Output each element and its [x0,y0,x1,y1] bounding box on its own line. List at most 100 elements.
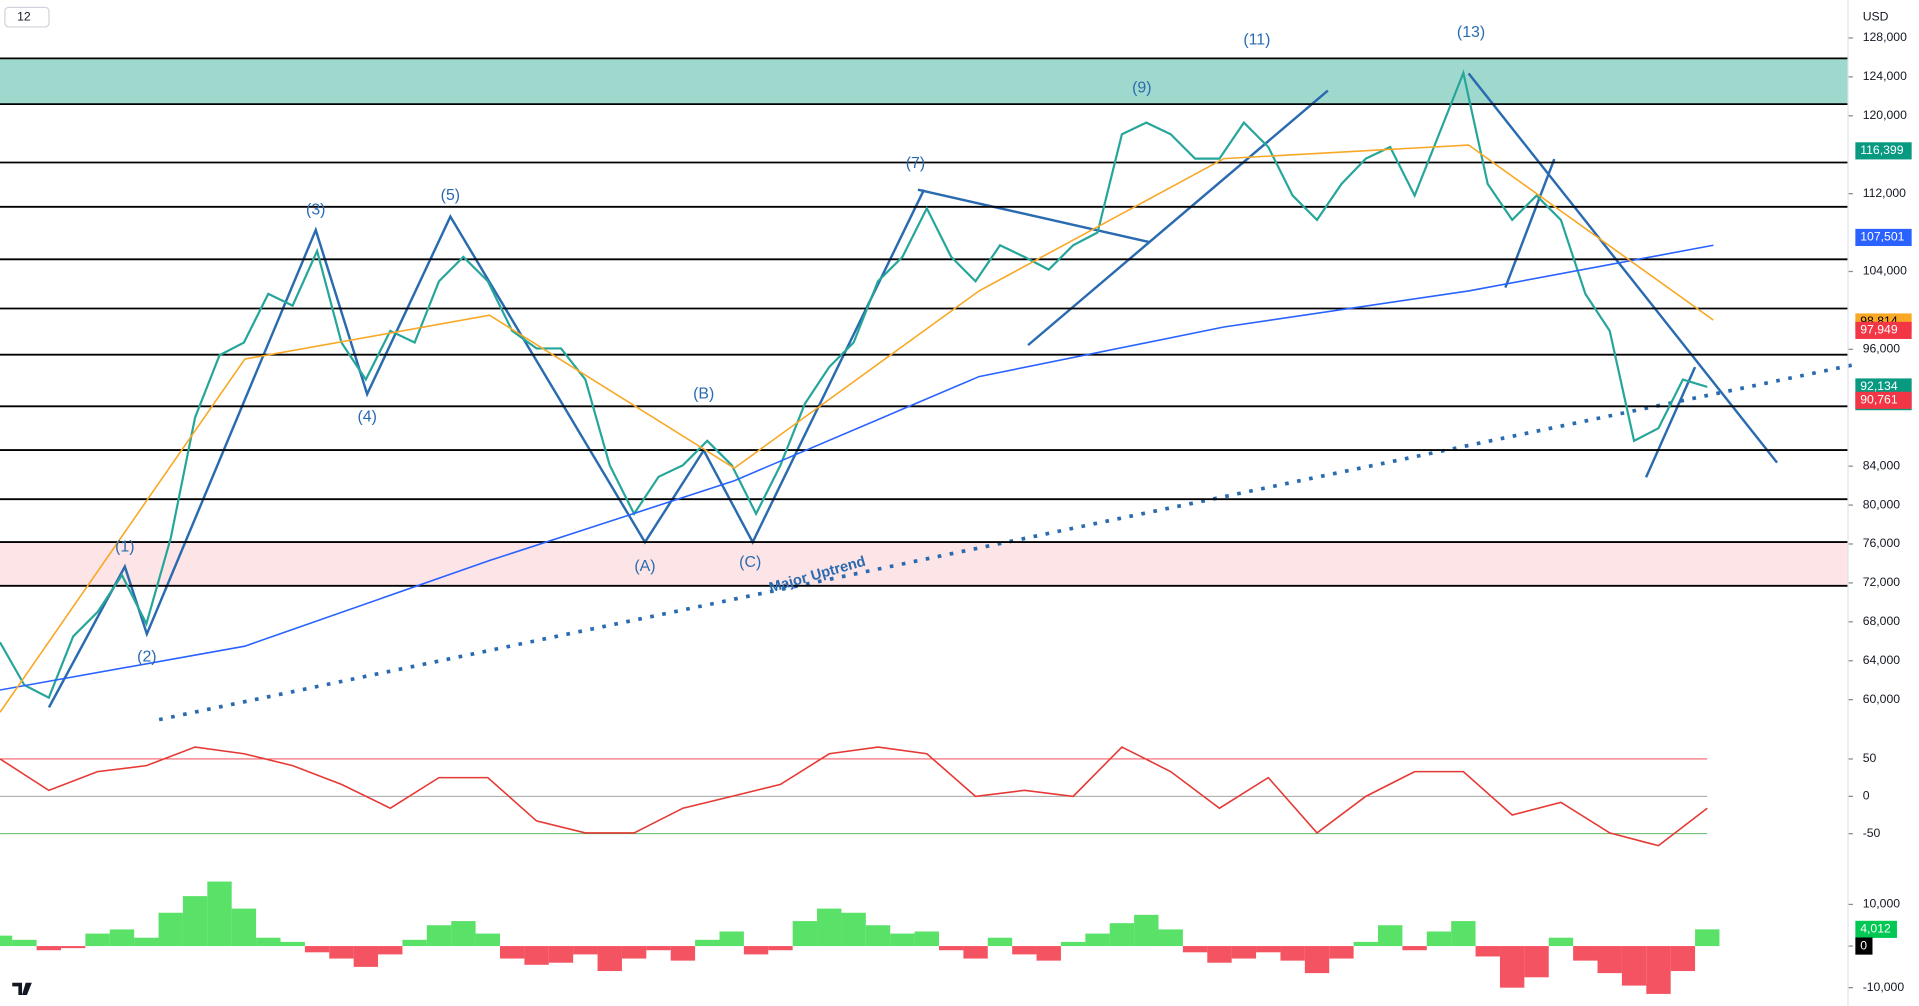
histogram-bar [499,946,525,959]
histogram-bar [914,931,940,947]
histogram-bar [987,937,1013,947]
y-tick-label: 60,000 [1863,692,1901,706]
interval-box[interactable] [4,6,50,28]
histogram-bar [0,935,13,947]
price-tag [1855,228,1912,247]
zone [0,58,1849,105]
series-line [0,144,1714,713]
histogram-bar [353,946,379,967]
trend-line [1504,158,1556,289]
histogram-bar [1451,921,1476,947]
value-tag [1855,937,1873,955]
y-tick-label: 80,000 [1863,497,1901,511]
series-line [0,244,1714,691]
y-tick-label: 0 [1863,789,1870,803]
histogram-bar [304,946,330,953]
histogram-bar [817,908,842,947]
histogram-bar [865,925,891,947]
trend-line [1467,72,1778,464]
histogram-bar [134,937,159,947]
histogram-bar [378,946,403,955]
histogram-bar [597,946,622,972]
zone [0,542,1849,586]
price-tag-label: 90,761 [1860,393,1898,407]
trend-line [1644,366,1697,478]
histogram-bar [1012,946,1037,955]
y-tick-label: 104,000 [1863,264,1907,278]
histogram-bar [60,946,86,949]
histogram-bar [524,946,549,965]
histogram-bar [1378,925,1403,947]
histogram-bar [207,881,232,947]
histogram-bar [573,946,598,955]
y-tick-label: 72,000 [1863,575,1901,589]
interval[interactable]: 12 [17,9,31,23]
wave-lines [47,72,1778,708]
histogram-bar [621,946,647,959]
wave-label: (2) [137,648,156,665]
histogram-bar [1573,946,1598,961]
price-tag-label: 97,949 [1860,323,1898,337]
histogram-bar [890,933,915,947]
y-tick-label: 120,000 [1863,108,1907,122]
histogram-bar [451,921,476,947]
y-tick-label: -10,000 [1863,980,1905,994]
wave-label: (3) [306,202,325,219]
currency[interactable]: USD [1863,9,1889,23]
histogram-bar [646,946,671,951]
histogram-bar [109,929,135,947]
trend-line [917,188,1151,244]
price-tag [1855,391,1912,409]
histogram-bar [1304,946,1330,974]
y-tick-label: -50 [1863,826,1881,840]
histogram-bar [1231,946,1257,959]
y-tick-label: 112,000 [1863,186,1906,200]
histogram-bar [158,912,183,947]
histogram-bar [1646,946,1671,994]
wave-label: (C) [739,554,761,571]
wave-label: (1) [115,538,134,555]
histogram-bar [1182,946,1208,953]
histogram-bar [695,939,720,947]
wave-label: (13) [1457,24,1485,41]
histogram-bar [963,946,988,959]
histogram-bar [402,939,427,947]
price-tag-label: 107,501 [1860,230,1904,244]
wave-label: (5) [441,187,460,204]
histogram-bar [1280,946,1305,961]
histogram-bar [1426,931,1452,947]
histogram-bar [475,933,500,947]
histogram-bar [280,941,305,947]
histogram-bar [1670,946,1696,972]
value-tag-label: 0 [1860,938,1867,952]
histogram-bar [1329,946,1354,959]
histogram-bar [841,912,866,947]
histogram-bar [1207,946,1232,963]
histogram-bar [548,946,574,963]
wave-label: (11) [1243,32,1270,49]
histogram-bar [1621,946,1647,986]
y-tick-label: 96,000 [1863,342,1901,356]
histogram-bar [1085,933,1110,947]
value-tag-label: 4,012 [1860,922,1891,936]
histogram-bar [1353,941,1379,947]
histogram-bar [1524,946,1549,978]
y-tick-label: 84,000 [1863,458,1901,472]
series-line [0,69,1708,700]
y-tick-label: 124,000 [1863,69,1907,83]
histogram-bar [768,946,793,951]
histogram-bar [12,939,37,947]
y-tick-label: 50 [1863,751,1877,765]
histogram-bar [1109,923,1135,947]
histogram-bar [743,946,769,955]
y-tick-label: 76,000 [1863,536,1901,550]
histogram-bar [1158,929,1183,947]
histogram-bar [1475,946,1500,957]
histogram-bar [1402,946,1427,951]
y-tick-label: 128,000 [1863,30,1907,44]
y-tick-label: 10,000 [1863,897,1901,911]
histogram-bar [426,925,452,947]
